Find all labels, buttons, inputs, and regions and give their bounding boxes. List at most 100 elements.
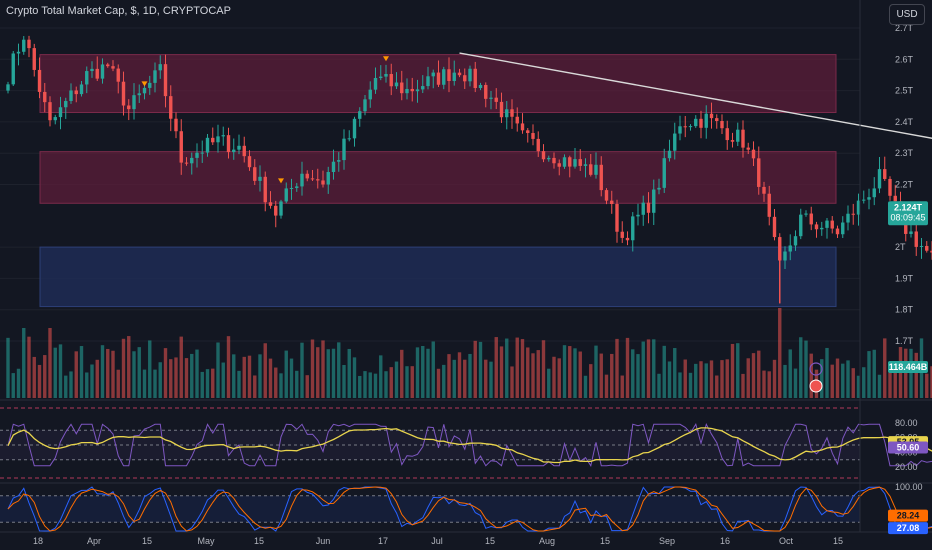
volume-bar xyxy=(673,348,677,398)
candle-up xyxy=(352,118,357,139)
chart-title: Crypto Total Market Cap, $, 1D, CRYPTOCA… xyxy=(6,5,231,17)
price-axis[interactable] xyxy=(0,0,932,533)
candle-down xyxy=(757,158,761,187)
time-tick-label: 15 xyxy=(142,536,152,546)
volume-bar xyxy=(184,358,189,398)
volume-bar xyxy=(279,373,283,398)
candle-down xyxy=(568,157,572,167)
candle-down xyxy=(725,128,729,141)
candle-down xyxy=(106,64,110,67)
candle-up xyxy=(284,188,288,202)
volume-bar xyxy=(709,360,714,398)
volume-bar xyxy=(305,375,309,398)
trendline[interactable] xyxy=(459,52,932,174)
candle-down xyxy=(720,121,724,129)
candle-up xyxy=(237,145,241,150)
candle-down xyxy=(179,131,183,163)
candle-down xyxy=(169,96,173,119)
volume-bar xyxy=(226,336,231,398)
volume-bar xyxy=(610,353,614,398)
volume-bar xyxy=(352,357,357,398)
candle-down xyxy=(883,169,887,179)
volume-bar xyxy=(85,372,89,398)
volume-bar xyxy=(762,370,766,398)
volume-bar xyxy=(452,359,456,398)
candle-down xyxy=(242,145,246,157)
candle-down xyxy=(321,180,325,185)
candle-down xyxy=(247,156,252,168)
candle-up xyxy=(373,77,378,90)
candle-down xyxy=(463,75,467,82)
candle-up xyxy=(662,158,666,188)
volume-bar xyxy=(242,356,246,398)
volume-bar xyxy=(190,353,194,398)
volume-bar xyxy=(720,360,724,398)
time-tick-label: 15 xyxy=(254,536,264,546)
candle-down xyxy=(494,97,498,102)
candle-up xyxy=(872,188,876,198)
volume-bar xyxy=(631,349,635,398)
candle-up xyxy=(384,73,388,77)
time-tick-label: 15 xyxy=(600,536,610,546)
candle-down xyxy=(699,118,703,128)
volume-bar xyxy=(667,361,672,398)
rsi-value-label-bg xyxy=(888,441,928,454)
volume-bar xyxy=(872,349,876,398)
volume-bar xyxy=(772,359,777,398)
volume-bar xyxy=(310,339,315,398)
volume-bar xyxy=(111,350,115,398)
candle-up xyxy=(825,220,829,228)
volume-bar xyxy=(662,345,666,398)
volume-bar xyxy=(358,375,362,398)
volume-bar xyxy=(200,371,204,398)
candle-up xyxy=(736,129,740,142)
candle-down xyxy=(400,82,404,94)
volume-bar xyxy=(90,364,94,398)
volume-bar xyxy=(6,337,10,398)
volume-bar xyxy=(442,364,446,398)
volume-bar xyxy=(415,347,420,398)
candle-down xyxy=(316,179,320,181)
volume-bar xyxy=(247,355,252,398)
signal-marker xyxy=(278,178,284,184)
candle-up xyxy=(673,133,677,151)
volume-bar xyxy=(79,346,84,398)
candle-up xyxy=(85,71,89,85)
price-tick-label: 2.4T xyxy=(895,117,914,127)
volume-bar xyxy=(410,366,414,398)
volume-bar xyxy=(284,350,288,398)
volume-bar xyxy=(436,368,441,398)
volume-bar xyxy=(253,375,257,398)
volume-bar xyxy=(74,351,78,398)
axis-labels: 2.7T 2.6T 2.5T 2.4T 2.3T 2.2T 2T 1.9T 1.8T 1.7T 80… xyxy=(33,23,928,546)
candle-down xyxy=(620,231,624,238)
candle-up xyxy=(583,164,588,166)
rsi-tick-label: 20.00 xyxy=(895,462,918,472)
volume-bar xyxy=(688,372,693,398)
candle-down xyxy=(709,113,714,119)
volume-bar xyxy=(48,328,52,398)
volume-bar xyxy=(232,354,236,398)
volume-bar xyxy=(893,371,897,398)
volume-bar xyxy=(625,337,630,398)
candle-down xyxy=(925,245,929,251)
volume-bar xyxy=(211,368,215,398)
volume-bar xyxy=(158,362,162,398)
volume-bar xyxy=(547,368,551,398)
volume-bar xyxy=(289,358,294,398)
volume-bar xyxy=(216,342,220,398)
volume-bar xyxy=(505,338,509,398)
time-tick-label: Apr xyxy=(87,536,101,546)
currency-button[interactable]: USD xyxy=(889,4,925,25)
candle-down xyxy=(268,202,273,206)
candle-up xyxy=(799,214,803,237)
volume-bar xyxy=(715,375,719,398)
volume-bar xyxy=(447,354,451,398)
candle-down xyxy=(389,73,393,87)
volume-bar xyxy=(169,359,173,398)
candle-down xyxy=(520,123,525,131)
candle-up xyxy=(846,213,850,223)
volume-bar xyxy=(116,369,120,398)
time-tick-label: 17 xyxy=(378,536,388,546)
